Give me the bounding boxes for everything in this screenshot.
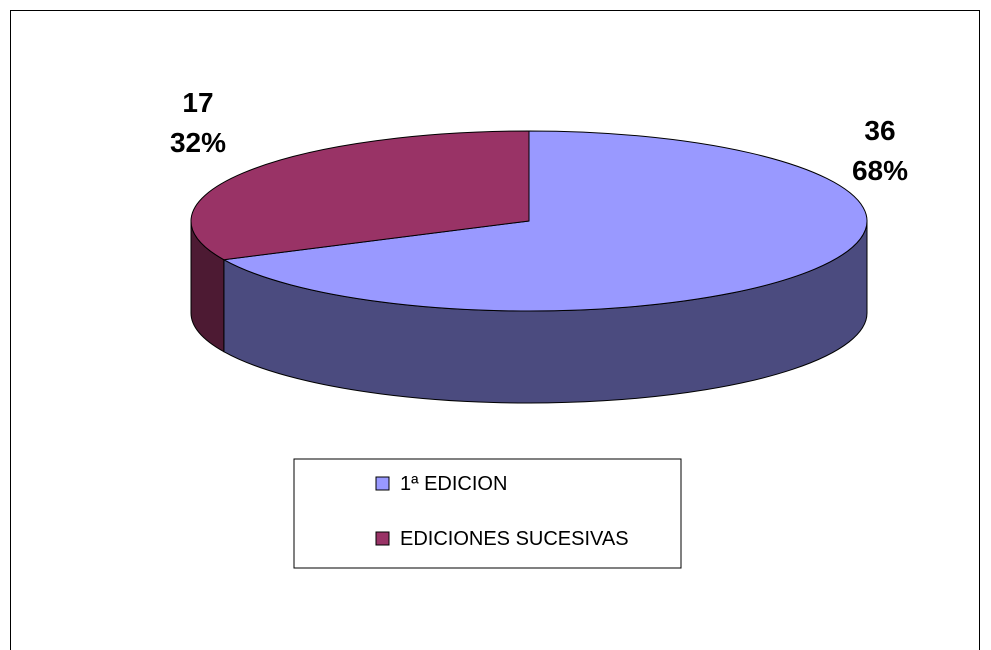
- pie-slice-2: [190, 130, 530, 261]
- pie-tops: [190, 130, 868, 312]
- legend-swatch-1a-edicion: [375, 476, 390, 491]
- legend-swatch-ediciones-sucesivas: [375, 531, 390, 546]
- data-label-percent-1: 68%: [852, 155, 908, 186]
- legend-label-ediciones-sucesivas: EDICIONES SUCESIVAS: [400, 528, 629, 550]
- legend-label-1a-edicion: 1ª EDICION: [400, 473, 507, 495]
- data-label-value-2: 17: [182, 87, 213, 118]
- legend-item-1: 1ª EDICION: [375, 473, 507, 495]
- legend-item-2: EDICIONES SUCESIVAS: [375, 528, 629, 550]
- pie-slice-1: [222, 130, 868, 312]
- data-label-percent-2: 32%: [170, 127, 226, 158]
- legend-box: [293, 458, 682, 569]
- data-label-value-1: 36: [864, 115, 895, 146]
- data-labels: 36 68% 17 32%: [170, 87, 908, 186]
